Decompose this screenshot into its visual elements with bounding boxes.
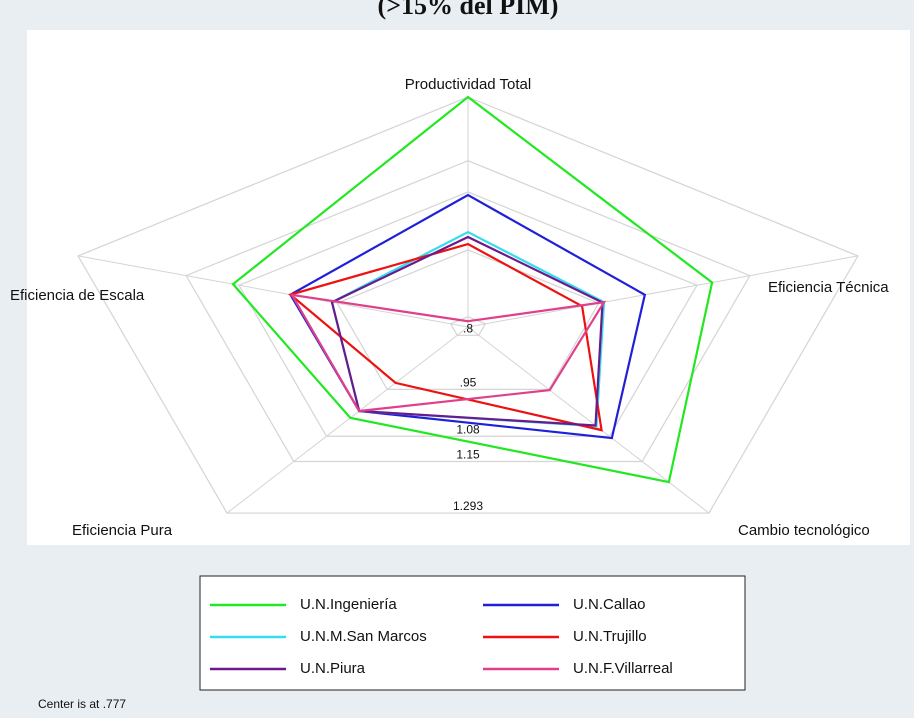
series-polygon xyxy=(231,95,714,484)
legend-label: U.N.Ingeniería xyxy=(300,596,397,613)
grid-ring xyxy=(238,191,698,437)
spoke xyxy=(467,255,859,328)
axis-label: Productividad Total xyxy=(405,76,531,93)
r-tick-label: .95 xyxy=(460,376,477,390)
series-polygon xyxy=(330,235,604,427)
r-tick-label: 1.15 xyxy=(456,448,480,462)
r-tick-label: .8 xyxy=(463,321,473,335)
legend-label: U.N.M.San Marcos xyxy=(300,628,427,645)
axis-label: Eficiencia de Escala xyxy=(10,287,145,304)
r-tick-label: 1.293 xyxy=(453,499,483,513)
chart-title: (>15% del PIM) xyxy=(378,0,559,20)
series-polygon xyxy=(289,293,607,413)
title-band xyxy=(0,0,914,28)
grid-ring xyxy=(336,249,600,390)
spoke xyxy=(77,255,469,328)
spoke xyxy=(226,326,469,514)
axis-label: Eficiencia Pura xyxy=(72,522,173,539)
legend-label: U.N.Callao xyxy=(573,596,646,613)
grid-ring xyxy=(77,96,859,514)
series-polygon xyxy=(288,242,603,432)
grid-ring xyxy=(449,316,487,336)
r-tick-label: 1.08 xyxy=(456,422,480,436)
axis-label: Eficiencia Técnica xyxy=(768,279,889,296)
axis-label: Cambio tecnológico xyxy=(738,522,870,539)
legend xyxy=(199,575,746,691)
grid-ring xyxy=(185,160,751,463)
legend-label: U.N.Piura xyxy=(300,660,366,677)
legend-label: U.N.Trujillo xyxy=(573,628,647,645)
series-polygon xyxy=(288,193,647,440)
note: Center is at .777 xyxy=(38,697,126,711)
legend-label: U.N.F.Villarreal xyxy=(573,660,673,677)
